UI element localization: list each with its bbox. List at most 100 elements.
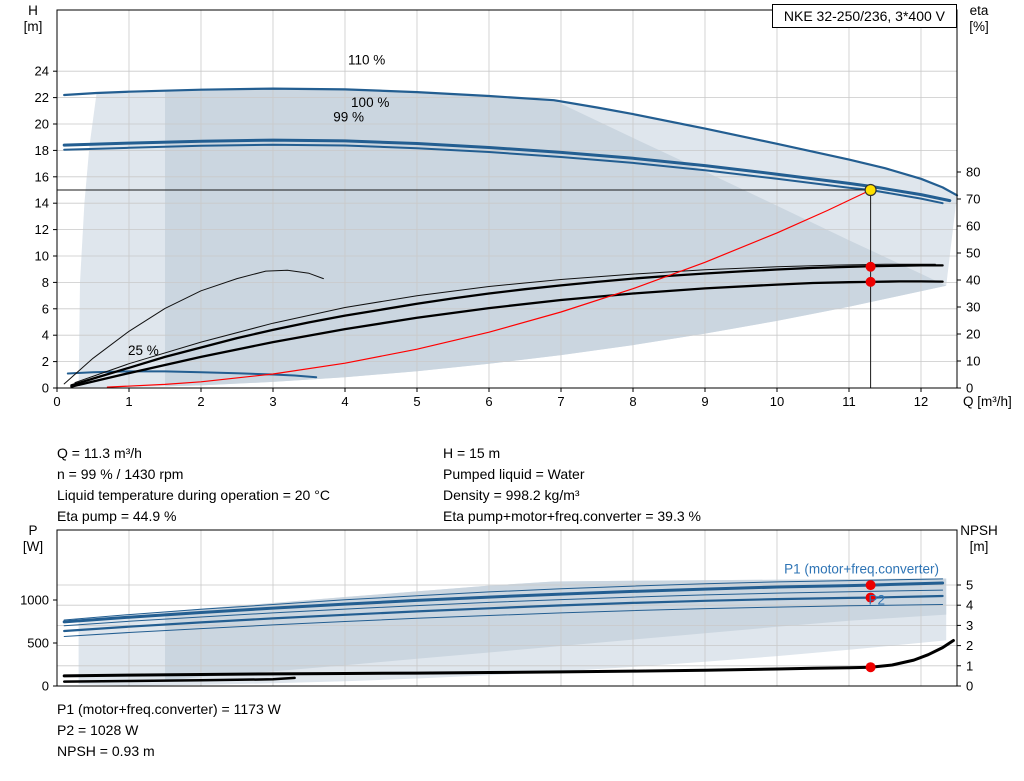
duty-point-marker [864, 183, 877, 197]
right-tick-label: 80 [966, 165, 980, 180]
label-p1: P1 (motor+freq.converter) [784, 561, 939, 576]
left-tick-label: 24 [35, 64, 49, 79]
info-pumped-liquid: Pumped liquid = Water [443, 466, 585, 482]
right-tick-label: 70 [966, 192, 980, 207]
left-tick-label: 22 [35, 90, 49, 105]
x-tick-label: 6 [485, 394, 492, 409]
right-tick-label: 3 [966, 618, 973, 633]
right-axis-title: [m] [970, 539, 989, 554]
npsh-marker [865, 662, 876, 673]
p2-marker [865, 592, 876, 603]
x-tick-label: 5 [413, 394, 420, 409]
x-tick-label: 11 [842, 394, 856, 409]
right-tick-label: 1 [966, 658, 973, 673]
right-tick-label: 4 [966, 598, 973, 613]
eta-pump-curve [70, 264, 944, 387]
left-tick-label: 2 [42, 354, 49, 369]
result-npsh: NPSH = 0.93 m [57, 743, 155, 759]
x-tick-label: 10 [770, 394, 784, 409]
left-tick-label: 14 [35, 196, 49, 211]
right-tick-label: 60 [966, 219, 980, 234]
left-tick-label: 500 [27, 636, 49, 651]
power-npsh-chart-frame [56, 529, 958, 687]
label-99-pct: 99 % [333, 109, 364, 124]
npsh-reduced-speed-stub [62, 676, 296, 683]
left-tick-label: 8 [42, 275, 49, 290]
left-axis-title: H [28, 3, 38, 18]
left-axis-title: [m] [24, 19, 43, 34]
label-110-pct: 110 % [348, 53, 385, 68]
pump-curve-99pct [63, 143, 944, 205]
left-tick-label: 0 [42, 679, 49, 694]
label-25-pct: 25 % [128, 343, 159, 358]
info-speed: n = 99 % / 1430 rpm [57, 466, 184, 482]
x-tick-label: 7 [557, 394, 564, 409]
eta-pump-marker [865, 261, 876, 272]
x-tick-label: 9 [701, 394, 708, 409]
npsh-curve [62, 639, 955, 678]
right-tick-label: 30 [966, 300, 980, 315]
x-tick-label: 3 [269, 394, 276, 409]
label-p2: P2 [868, 593, 885, 608]
right-axis-title: eta [970, 3, 989, 18]
left-tick-label: 1000 [20, 593, 49, 608]
info-eta-total: Eta pump+motor+freq.converter = 39.3 % [443, 508, 701, 524]
power-curve-thin-upper [63, 578, 944, 621]
eta-thin-variant-curve [74, 263, 936, 384]
right-tick-label: 5 [966, 578, 973, 593]
power-curve-thin-lower [63, 604, 944, 637]
result-block: P1 (motor+freq.converter) = 1173 W P2 = … [57, 699, 281, 762]
left-tick-label: 16 [35, 169, 49, 184]
system-duty-curve [106, 189, 872, 388]
info-flow: Q = 11.3 m³/h [57, 445, 142, 461]
left-axis-title: [W] [23, 539, 43, 554]
x-axis-title: Q [m³/h] [963, 394, 1012, 409]
qh-eta-chart: 110 %100 %99 %25 %0 1 2 3 4 5 6 7 8 9 10 11 12 Q [m³/… [24, 3, 1012, 409]
left-axis-title: P [28, 523, 37, 538]
left-tick-label: 18 [35, 143, 49, 158]
left-tick-label: 0 [42, 381, 49, 396]
eta-reduced-speed-curve [63, 269, 324, 385]
power-curve-thin-mid [63, 589, 944, 627]
eta-total-marker [865, 276, 876, 287]
info-eta-pump: Eta pump = 44.9 % [57, 508, 177, 524]
p2-curve [63, 594, 944, 633]
result-p2: P2 = 1028 W [57, 722, 139, 738]
left-tick-label: 4 [42, 328, 49, 343]
right-tick-label: 10 [966, 354, 980, 369]
right-tick-label: 2 [966, 638, 973, 653]
duty-info-left-column: Q = 11.3 m³/h n = 99 % / 1430 rpm Liquid… [57, 443, 330, 527]
x-tick-label: 12 [914, 394, 928, 409]
p1-curve [62, 581, 945, 624]
label-100-pct: 100 % [351, 95, 389, 110]
info-density: Density = 998.2 kg/m³ [443, 487, 580, 503]
result-p1: P1 (motor+freq.converter) = 1173 W [57, 701, 281, 717]
info-head: H = 15 m [443, 445, 501, 461]
pump-model-title: NKE 32-250/236, 3*400 V [783, 8, 945, 24]
x-tick-label: 8 [629, 394, 636, 409]
power-npsh-chart: P1 (motor+freq.converter) P2 0 500 1000 P[W] 0… [20, 523, 998, 694]
eta-total-curve [70, 280, 944, 388]
right-axis-title: [%] [969, 19, 989, 34]
x-tick-label: 1 [125, 394, 132, 409]
duty-info-right-column: H = 15 m Pumped liquid = Water Density =… [443, 443, 701, 527]
left-tick-label: 6 [42, 301, 49, 316]
pump-model-title-box: NKE 32-250/236, 3*400 V [771, 4, 957, 28]
right-tick-label: 0 [966, 381, 973, 396]
x-tick-label: 0 [53, 394, 60, 409]
left-tick-label: 20 [35, 117, 49, 132]
operating-envelope-inner [165, 88, 947, 387]
right-tick-label: 50 [966, 246, 980, 261]
p1-marker [865, 580, 876, 591]
right-tick-label: 0 [966, 679, 973, 694]
right-axis-title: NPSH [960, 523, 998, 538]
left-tick-label: 12 [35, 222, 49, 237]
info-liquid-temperature: Liquid temperature during operation = 20… [57, 487, 330, 503]
pump-curve-100pct [62, 138, 952, 203]
x-tick-label: 4 [341, 394, 348, 409]
pump-curve-110pct [63, 87, 959, 197]
right-tick-label: 20 [966, 327, 980, 342]
x-tick-label: 2 [197, 394, 204, 409]
right-tick-label: 40 [966, 273, 980, 288]
